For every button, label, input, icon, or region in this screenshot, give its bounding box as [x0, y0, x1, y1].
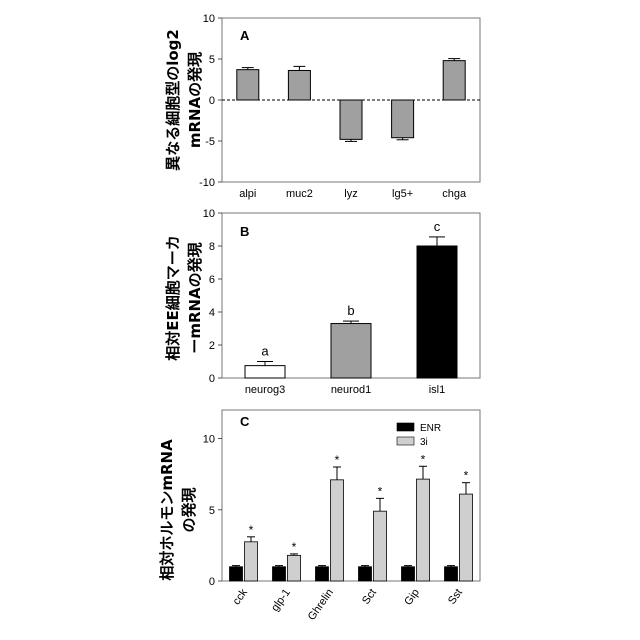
panel-b-ylabel-line2: ーmRNAの発現	[186, 242, 204, 353]
legend-label-3i: 3i	[420, 437, 428, 448]
bar-ENR-Sst	[445, 567, 458, 581]
legend-swatch-3i	[397, 437, 414, 445]
x-tick-label: Sst	[446, 587, 465, 607]
y-tick-label: 8	[209, 241, 215, 253]
significance-letter-neurod1: b	[347, 303, 354, 318]
x-tick-label: Gip	[402, 587, 422, 608]
x-tick-label: Ghrelin	[306, 587, 336, 623]
y-tick-label: 10	[203, 13, 215, 25]
panel-a-chart: 異なる細胞型のlog2 mRNAの発現 A 10 5 0 -5 -10 alpi muc2 l…	[164, 13, 480, 200]
bar-ENR-glp-1	[273, 567, 286, 581]
panel-a-ylabel-line2: mRNAの発現	[186, 52, 204, 148]
y-tick-label: 0	[209, 373, 215, 385]
panel-a-ylabel-line1: 異なる細胞型のlog2	[164, 29, 182, 171]
x-tick-label: glp-1	[269, 587, 293, 614]
bar-ENR-cck	[230, 567, 243, 581]
x-tick-label: lyz	[344, 188, 357, 200]
bar-3i-Sst	[460, 494, 473, 581]
significance-star-cck: *	[249, 523, 254, 537]
significance-star-Sct: *	[378, 484, 383, 498]
y-tick-label: 5	[209, 54, 215, 66]
panel-b-chart: 相対EE細胞マーカ ーmRNAの発現 B 10 8 6 4 2 0 a neurog3 b neu…	[164, 208, 480, 396]
significance-letter-isl1: c	[434, 219, 441, 234]
y-tick-label: 10	[203, 434, 215, 446]
y-tick-label: -10	[199, 177, 215, 189]
y-tick-label: 5	[209, 505, 215, 517]
x-tick-label: neurog3	[245, 384, 285, 396]
bar-alpi	[237, 70, 259, 100]
y-tick-label: 6	[209, 274, 215, 286]
x-tick-label: isl1	[429, 384, 446, 396]
legend-swatch-enr	[397, 423, 414, 431]
bar-3i-Sct	[374, 511, 387, 581]
bar-ENR-Sct	[359, 567, 372, 581]
panel-c-ylabel-line2: の発現	[180, 487, 198, 532]
significance-star-glp-1: *	[292, 540, 297, 554]
y-tick-label: 2	[209, 340, 215, 352]
x-tick-label: chga	[442, 188, 467, 200]
bar-ENR-Gip	[402, 567, 415, 581]
significance-star-Gip: *	[421, 452, 426, 466]
bar-muc2	[288, 70, 310, 100]
panel-b-letter: B	[240, 224, 249, 239]
bar-lg5+	[392, 100, 414, 138]
bar-3i-Gip	[417, 479, 430, 581]
panel-c-chart: 相対ホルモンmRNA の発現 C ENR 3i 10 5 0 * cck * glp-1 * G…	[158, 410, 480, 623]
bar-3i-cck	[245, 542, 258, 581]
x-tick-label: Sct	[360, 587, 379, 607]
significance-letter-neurog3: a	[261, 344, 269, 359]
x-tick-label: lg5+	[392, 188, 413, 200]
y-tick-label: 0	[209, 576, 215, 588]
panel-c-frame	[222, 410, 480, 581]
y-tick-label: 10	[203, 208, 215, 220]
y-tick-label: 0	[209, 95, 215, 107]
x-tick-label: muc2	[286, 188, 313, 200]
bar-3i-glp-1	[288, 555, 301, 581]
bar-ENR-Ghrelin	[316, 567, 329, 581]
panel-b-ylabel-line1: 相対EE細胞マーカ	[164, 235, 182, 361]
bar-neurod1	[331, 324, 371, 378]
significance-star-Sst: *	[464, 469, 469, 483]
bar-3i-Ghrelin	[331, 480, 344, 581]
bar-lyz	[340, 100, 362, 139]
bar-isl1	[417, 246, 457, 378]
figure: 異なる細胞型のlog2 mRNAの発現 A 10 5 0 -5 -10 alpi muc2 l…	[0, 0, 640, 640]
panel-c-letter: C	[240, 414, 250, 429]
x-tick-label: cck	[231, 586, 251, 607]
y-tick-label: 4	[209, 307, 215, 319]
bar-chga	[443, 61, 465, 100]
bar-neurog3	[245, 366, 285, 378]
significance-star-Ghrelin: *	[335, 453, 340, 467]
panel-a-letter: A	[240, 28, 250, 43]
y-tick-label: -5	[205, 136, 215, 148]
x-tick-label: alpi	[239, 188, 256, 200]
legend-label-enr: ENR	[420, 423, 441, 434]
x-tick-label: neurod1	[331, 384, 371, 396]
panel-c-ylabel-line1: 相対ホルモンmRNA	[158, 439, 176, 581]
